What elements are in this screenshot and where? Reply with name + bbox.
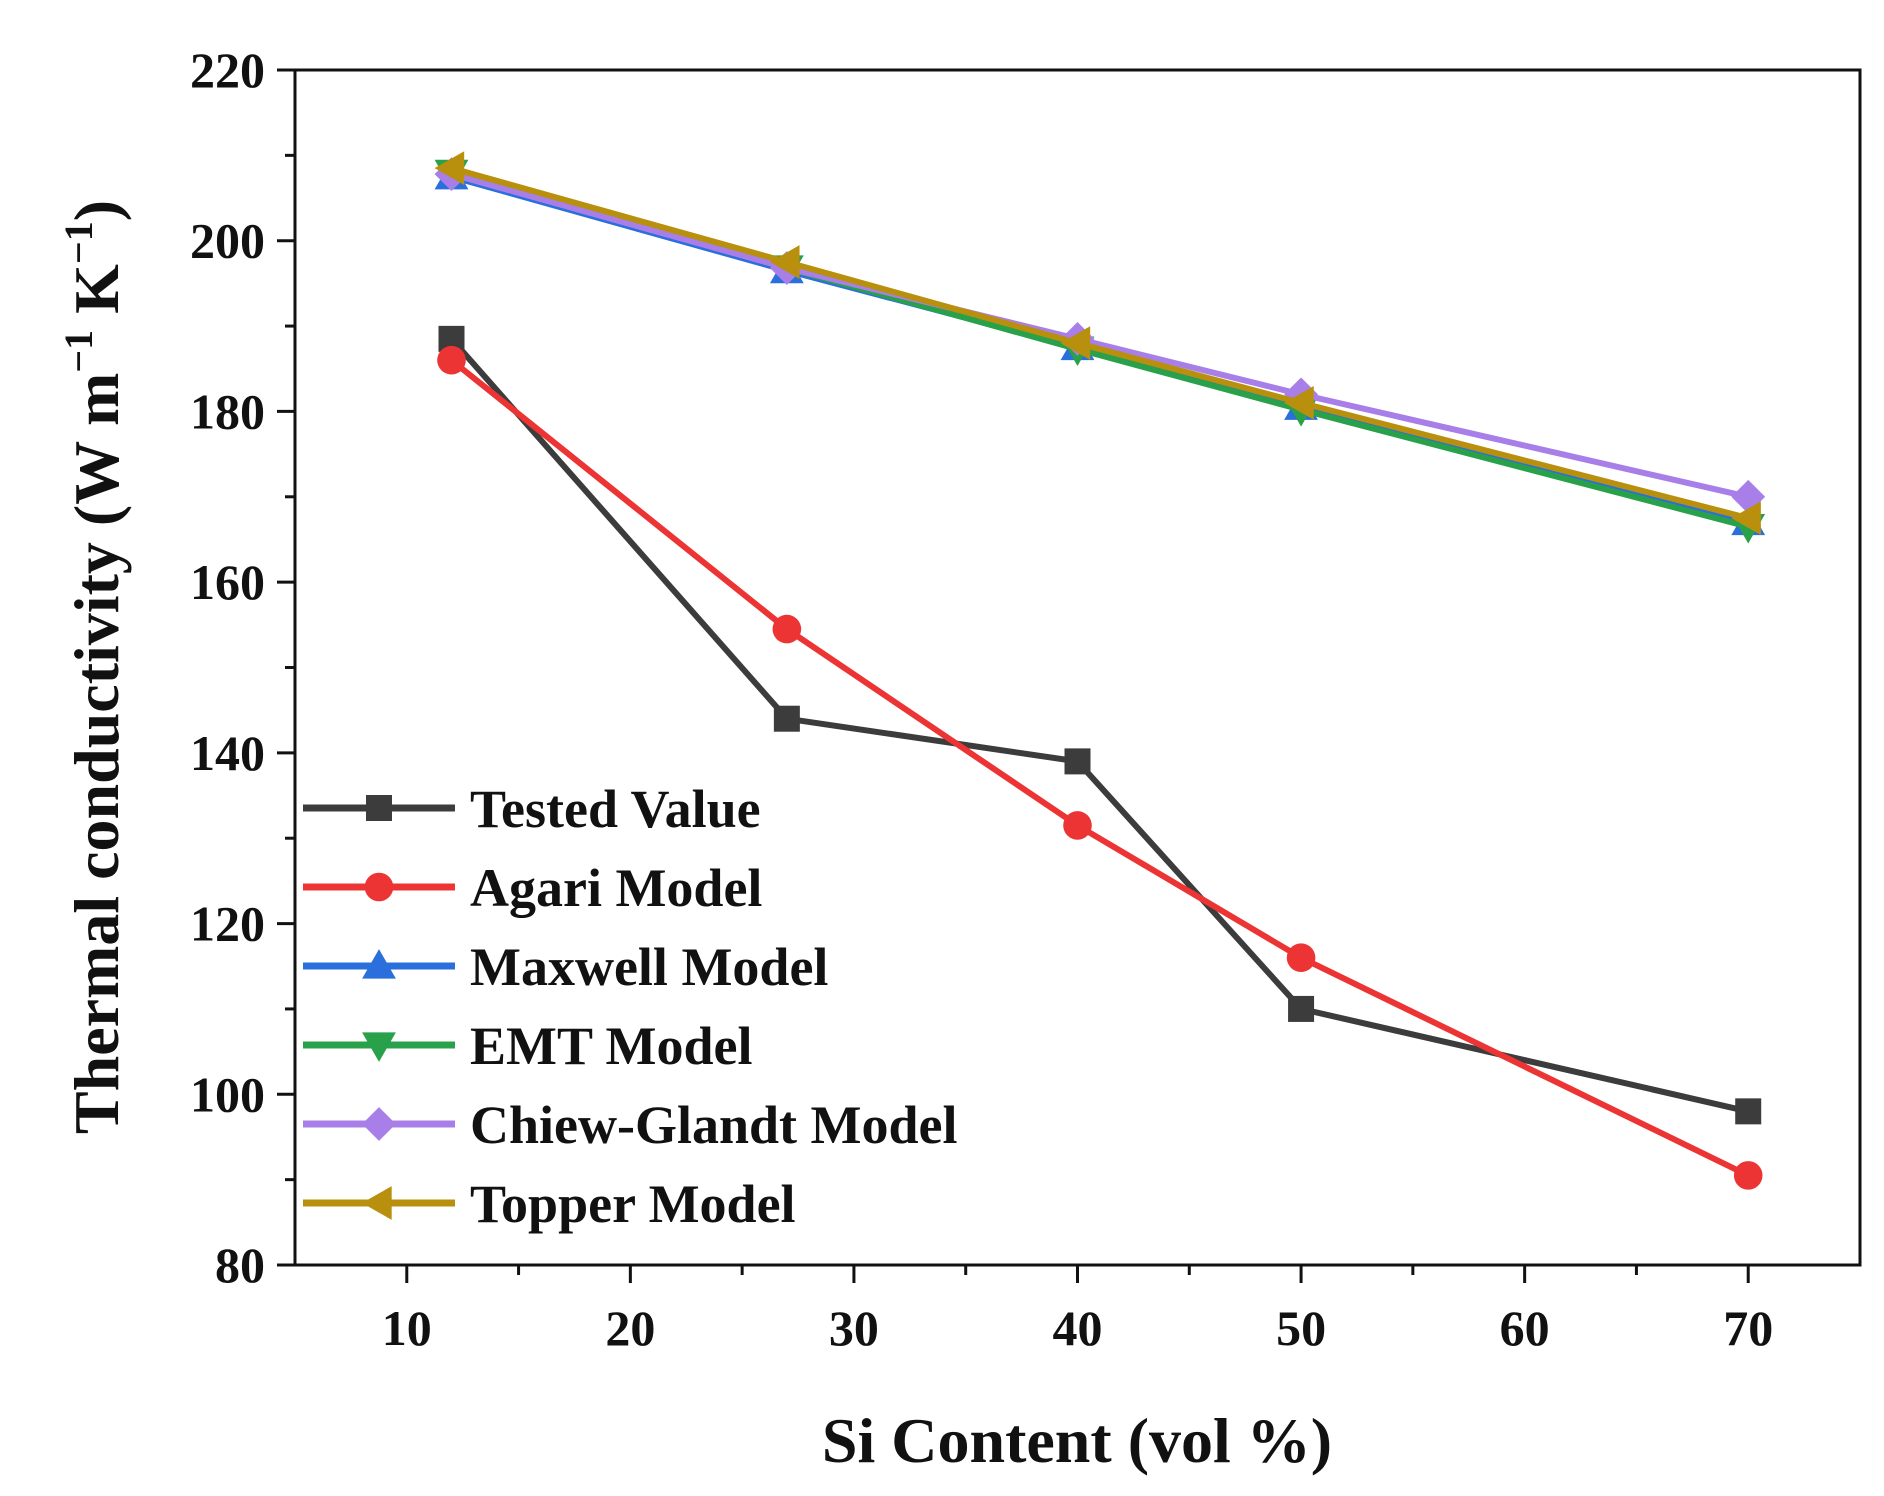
legend-marker [362, 949, 396, 979]
x-tick-label: 20 [605, 1300, 655, 1356]
data-point [773, 705, 800, 732]
data-point [434, 151, 465, 186]
plot-frame [293, 68, 1862, 1267]
y-axis-title: Thermal conductivity (W m−1 K−1) [56, 200, 132, 1134]
data-point [1286, 943, 1316, 973]
legend-marker [362, 1032, 396, 1062]
legend: Tested Value Agari Model Maxwell Model EMT … [303, 779, 958, 1234]
y-tick-label: 180 [190, 383, 265, 439]
legend-label: Agari Model [470, 858, 762, 918]
data-point [1733, 1161, 1763, 1190]
y-tick-label: 220 [190, 42, 265, 98]
y-tick-label: 160 [190, 554, 265, 610]
y-tick-label: 80 [215, 1237, 265, 1293]
data-point [1060, 326, 1091, 361]
x-tick-label: 60 [1500, 1300, 1550, 1356]
legend-marker [366, 795, 392, 821]
legend-label: Maxwell Model [470, 937, 828, 997]
data-point [1735, 1098, 1762, 1125]
y-tick-label: 100 [190, 1066, 265, 1122]
data-point [772, 614, 802, 644]
y-tick-label: 140 [190, 725, 265, 781]
legend-label: Topper Model [470, 1174, 796, 1234]
legend-item: Topper Model [303, 1174, 796, 1234]
legend-label: EMT Model [470, 1016, 753, 1076]
x-tick-label: 30 [829, 1300, 879, 1356]
data-point [1731, 501, 1761, 536]
plot-series [434, 151, 1766, 1190]
y-tick-label: 120 [190, 896, 265, 952]
series-agari-model [437, 345, 1763, 1190]
data-point [769, 245, 800, 279]
x-tick-label: 50 [1276, 1300, 1326, 1356]
x-tick-label: 10 [382, 1300, 432, 1356]
data-point [1731, 479, 1766, 514]
data-point [437, 345, 466, 375]
data-point [1064, 748, 1091, 775]
data-point [1288, 995, 1315, 1022]
data-point [1284, 385, 1314, 420]
legend-item: EMT Model [303, 1016, 753, 1076]
x-tick-label: 70 [1723, 1300, 1773, 1356]
legend-item: Agari Model [303, 858, 762, 918]
legend-marker [364, 872, 394, 902]
legend-item: Tested Value [303, 779, 761, 839]
series-topper-model [434, 151, 1761, 536]
legend-item: Maxwell Model [303, 937, 828, 997]
legend-label: Tested Value [470, 779, 761, 839]
x-axis-title: Si Content (vol %) [822, 1405, 1332, 1476]
legend-marker [362, 1107, 396, 1141]
legend-item: Chiew-Glandt Model [303, 1095, 958, 1155]
y-tick-label: 200 [190, 213, 265, 269]
y-axis-ticks: 80 100 120 140 160 180 200 220 [190, 42, 295, 1293]
series-tested-value [438, 325, 1762, 1125]
x-axis-ticks: 10 20 30 40 50 60 70 [382, 1265, 1773, 1356]
data-point [1063, 811, 1092, 840]
x-tick-label: 40 [1053, 1300, 1103, 1356]
legend-label: Chiew-Glandt Model [470, 1095, 958, 1155]
legend-marker [362, 1186, 392, 1220]
